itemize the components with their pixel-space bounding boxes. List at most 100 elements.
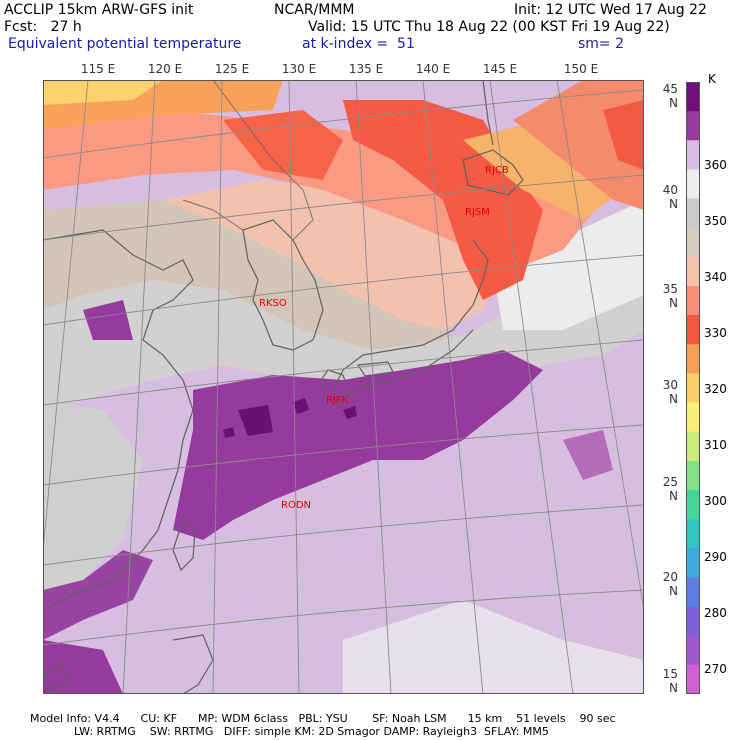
border-china-russia — [212, 80, 314, 241]
field-region-purple-west — [43, 550, 153, 640]
lon-label-125: 125 E — [214, 62, 250, 76]
model-info-line-1: Model Info: V4.4 CU: KF MP: WDM 6class P… — [30, 712, 616, 725]
coastline-korea — [242, 219, 324, 351]
field-region-white-east — [493, 200, 644, 330]
colorbar-swatch — [686, 344, 700, 374]
station-rodn: RODN — [281, 500, 311, 511]
field-region-purple-sw — [43, 640, 123, 694]
field-region-purple-dark — [238, 405, 273, 436]
colorbar-swatch — [686, 460, 700, 491]
colorbar-swatch — [686, 402, 700, 433]
colorbar — [686, 82, 700, 694]
colorbar-frame — [686, 82, 700, 694]
meridian-150e — [556, 80, 644, 611]
border-china-korea — [182, 199, 244, 231]
field-region-purple-patch-1 — [83, 300, 133, 340]
colorbar-label-340: 340 — [704, 270, 727, 284]
coastline-shikoku — [356, 361, 394, 377]
parallel-40n — [43, 174, 644, 241]
colorbar-swatch — [686, 169, 700, 200]
smoothing-label: sm= 2 — [578, 36, 625, 52]
field-region-tan — [43, 200, 463, 350]
colorbar-swatch — [686, 490, 700, 520]
lon-label-115: 115 E — [80, 62, 116, 76]
colorbar-swatch — [686, 198, 700, 229]
coastline-hokkaido — [462, 149, 524, 196]
colorbar-swatch — [686, 286, 700, 316]
field-region-yellow-1 — [43, 80, 163, 105]
parallel-30n — [43, 339, 644, 406]
colorbar-swatch — [686, 606, 700, 637]
meridian-120e — [122, 80, 156, 694]
field-name: Equivalent potential temperature — [8, 36, 242, 52]
coastline-philippines — [172, 634, 214, 694]
borders — [182, 80, 314, 241]
coastline-kyushu — [320, 369, 349, 406]
theta-e-map: RJCB RJSM RKSO RJFK RODN — [43, 80, 644, 694]
colorbar-label-290: 290 — [704, 550, 727, 564]
station-rjcb: RJCB — [485, 165, 509, 176]
graticule — [43, 80, 644, 694]
colorbar-label-350: 350 — [704, 214, 727, 228]
colorbar-swatch — [686, 315, 700, 345]
coastline-taiwan — [172, 518, 196, 572]
lon-label-140: 140 E — [415, 62, 451, 76]
lat-label-35: 35 N — [662, 282, 678, 310]
colorbar-label-270: 270 — [704, 662, 727, 676]
coastline-japan-honshu — [332, 239, 489, 401]
station-rkso: RKSO — [259, 298, 287, 309]
parallel-35n — [43, 254, 644, 326]
colorbar-swatch — [686, 227, 700, 258]
colorbar-swatch — [686, 577, 700, 608]
colorbar-label-280: 280 — [704, 606, 727, 620]
lon-label-145: 145 E — [482, 62, 518, 76]
institution-label: NCAR/MMM — [274, 2, 355, 18]
parallel-20n — [43, 504, 644, 566]
lon-label-135: 135 E — [348, 62, 384, 76]
level-label: at k-index = 51 — [302, 36, 415, 52]
colorbar-swatch — [686, 635, 700, 666]
colorbar-swatch — [686, 664, 700, 694]
lat-label-20: 20 N — [662, 570, 678, 598]
field-region-grey-west — [43, 400, 143, 600]
station-markers: RJCB RJSM RKSO RJFK RODN — [259, 165, 509, 511]
coastline-sakhalin — [482, 80, 494, 146]
station-rjsm: RJSM — [465, 207, 490, 218]
coastline-china — [43, 229, 194, 611]
colorbar-label-310: 310 — [704, 438, 727, 452]
map-frame — [43, 80, 644, 694]
field-region-purple-patch-2 — [563, 430, 613, 480]
lon-label-150: 150 E — [563, 62, 599, 76]
model-info-line-2: LW: RRTMG SW: RRTMG DIFF: simple KM: 2D … — [74, 725, 549, 738]
lon-label-130: 130 E — [281, 62, 317, 76]
colorbar-label-320: 320 — [704, 382, 727, 396]
colorbar-swatch — [686, 140, 700, 170]
colorbar-swatch — [686, 431, 700, 462]
colorbar-label-360: 360 — [704, 158, 727, 172]
colorbar-swatch — [686, 519, 700, 549]
lat-label-30: 30 N — [662, 378, 678, 406]
station-rjfk: RJFK — [326, 395, 349, 406]
lat-label-25: 25 N — [662, 475, 678, 503]
meridian-145e — [489, 80, 574, 694]
parallel-25n — [43, 424, 644, 486]
lon-label-120: 120 E — [147, 62, 183, 76]
model-title: ACCLIP 15km ARW-GFS init — [4, 2, 194, 18]
lat-label-45: 45 N — [662, 82, 678, 110]
valid-time: Valid: 15 UTC Thu 18 Aug 22 (00 KST Fri … — [308, 19, 670, 35]
meridian-130e — [288, 80, 300, 694]
colorbar-swatch — [686, 548, 700, 578]
colorbar-swatch — [686, 82, 700, 112]
lat-label-40: 40 N — [662, 183, 678, 211]
colorbar-swatch — [686, 256, 700, 287]
field-region-purple-band — [173, 350, 543, 540]
colorbar-swatch — [686, 111, 700, 141]
meridian-135e — [355, 80, 392, 694]
colorbar-label-300: 300 — [704, 494, 727, 508]
meridian-115e — [43, 80, 89, 551]
meridian-140e — [422, 80, 484, 694]
coastline-hainan — [43, 664, 69, 691]
forecast-hour: Fcst: 27 h — [4, 19, 82, 35]
field-region-white-south — [343, 600, 644, 694]
field-region-red-3 — [603, 100, 644, 170]
